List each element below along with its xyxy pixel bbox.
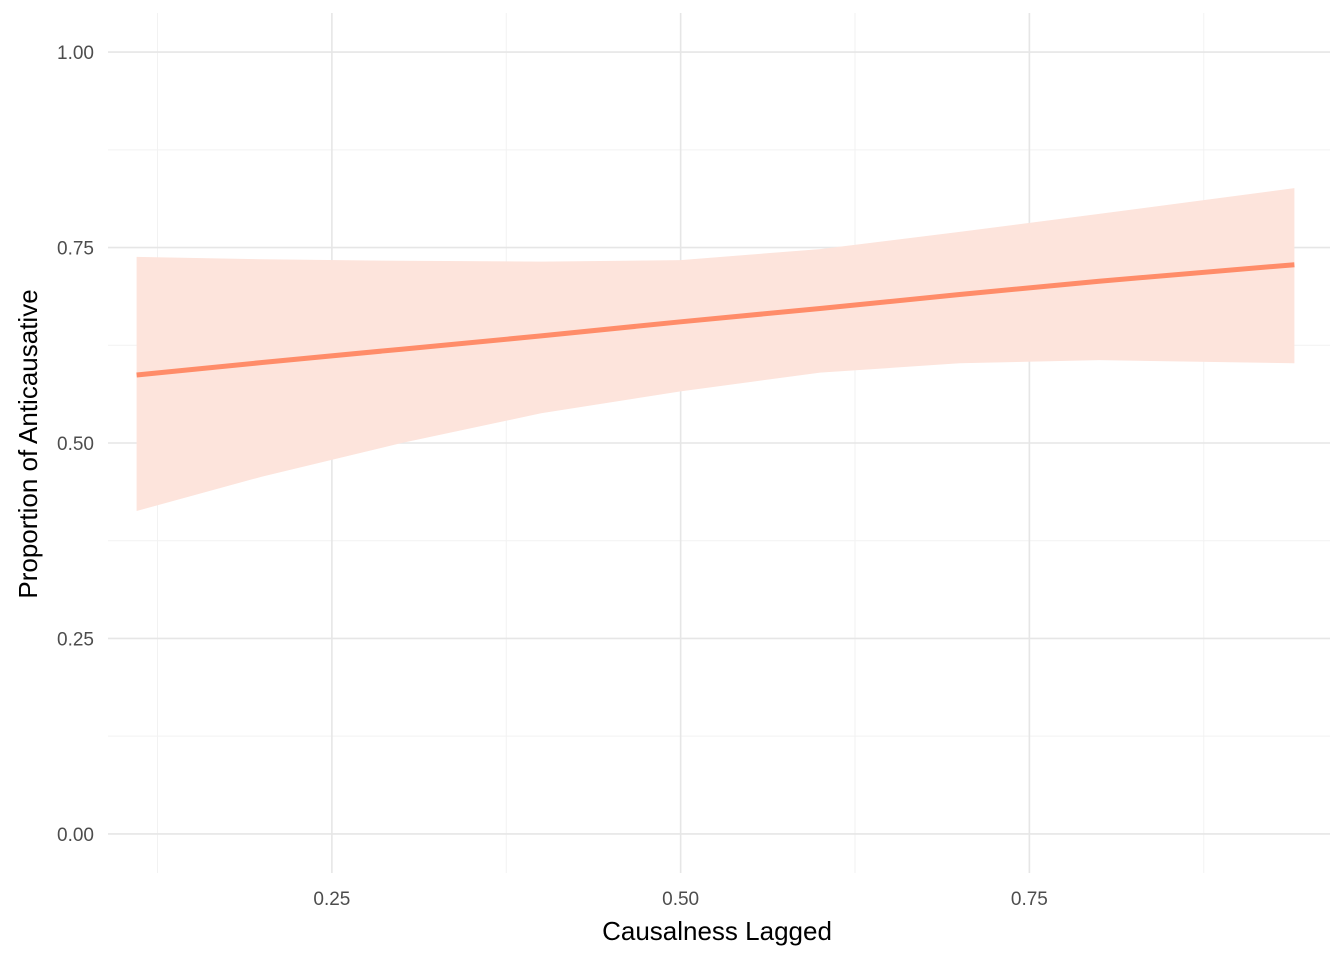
x-tick-label: 0.75 xyxy=(1011,889,1048,910)
y-tick-label: 1.00 xyxy=(57,43,94,64)
x-tick-label: 0.50 xyxy=(662,889,699,910)
x-tick-label: 0.25 xyxy=(313,889,350,910)
y-tick-label: 0.00 xyxy=(57,825,94,846)
y-tick-label: 0.75 xyxy=(57,239,94,260)
confidence-ribbon-layer xyxy=(136,188,1295,511)
y-axis-tick-labels: 0.00 0.25 0.50 0.75 1.00 xyxy=(57,43,94,846)
confidence-ribbon xyxy=(136,188,1295,511)
y-axis-title: Proportion of Anticausative xyxy=(13,289,43,598)
trend-line-layer xyxy=(136,262,1295,378)
y-tick-label: 0.25 xyxy=(57,629,94,650)
x-axis-title: Causalness Lagged xyxy=(602,916,832,946)
y-tick-label: 0.50 xyxy=(57,434,94,455)
x-axis-tick-labels: 0.25 0.50 0.75 xyxy=(313,889,1047,910)
trend-line xyxy=(136,262,1295,378)
